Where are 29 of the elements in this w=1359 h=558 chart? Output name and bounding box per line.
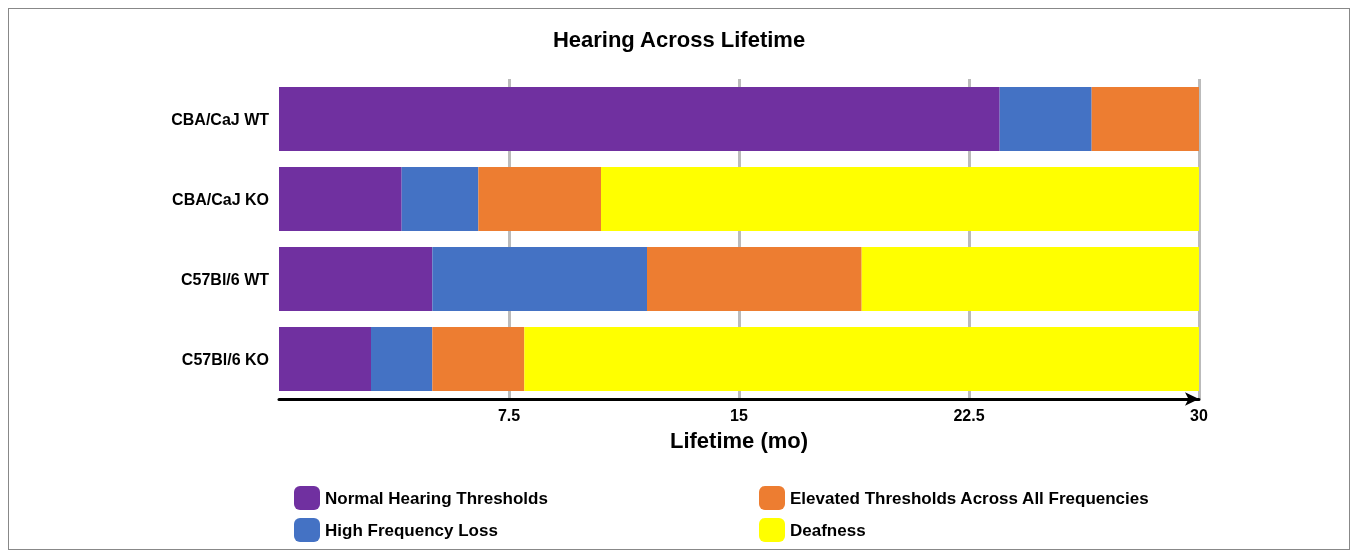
legend-label: Elevated Thresholds Across All Frequencies: [790, 488, 1149, 508]
bar: [279, 247, 433, 311]
y-tick-label: C57Bl/6 WT: [180, 270, 270, 288]
bar: [478, 167, 601, 231]
bar: [601, 167, 1199, 231]
x-tick-label: 22.5: [953, 406, 985, 424]
bar: [647, 247, 862, 311]
x-tick-label: 7.5: [497, 406, 521, 424]
bar: [279, 327, 371, 391]
x-tick-label: 30: [1190, 406, 1208, 424]
legend-label: High Frequency Loss: [325, 520, 498, 540]
y-tick-label: CBA/CaJ WT: [171, 110, 270, 128]
bar: [432, 247, 647, 311]
x-axis-title: Lifetime (mo): [669, 427, 809, 453]
bar: [999, 87, 1092, 151]
x-tick-label: 15: [730, 406, 748, 424]
chart-title: Hearing Across Lifetime: [552, 26, 806, 52]
legend-label: Deafness: [790, 520, 866, 540]
bar: [279, 167, 402, 231]
bar: [432, 327, 525, 391]
bar: [401, 167, 479, 231]
bar: [524, 327, 1199, 391]
bar: [861, 247, 1199, 311]
y-tick-label: C57Bl/6 KO: [181, 350, 269, 368]
y-tick-label: CBA/CaJ KO: [172, 190, 269, 208]
legend-label: Normal Hearing Thresholds: [325, 488, 548, 508]
bar: [279, 87, 1000, 151]
bar: [1091, 87, 1199, 151]
bar: [371, 327, 433, 391]
